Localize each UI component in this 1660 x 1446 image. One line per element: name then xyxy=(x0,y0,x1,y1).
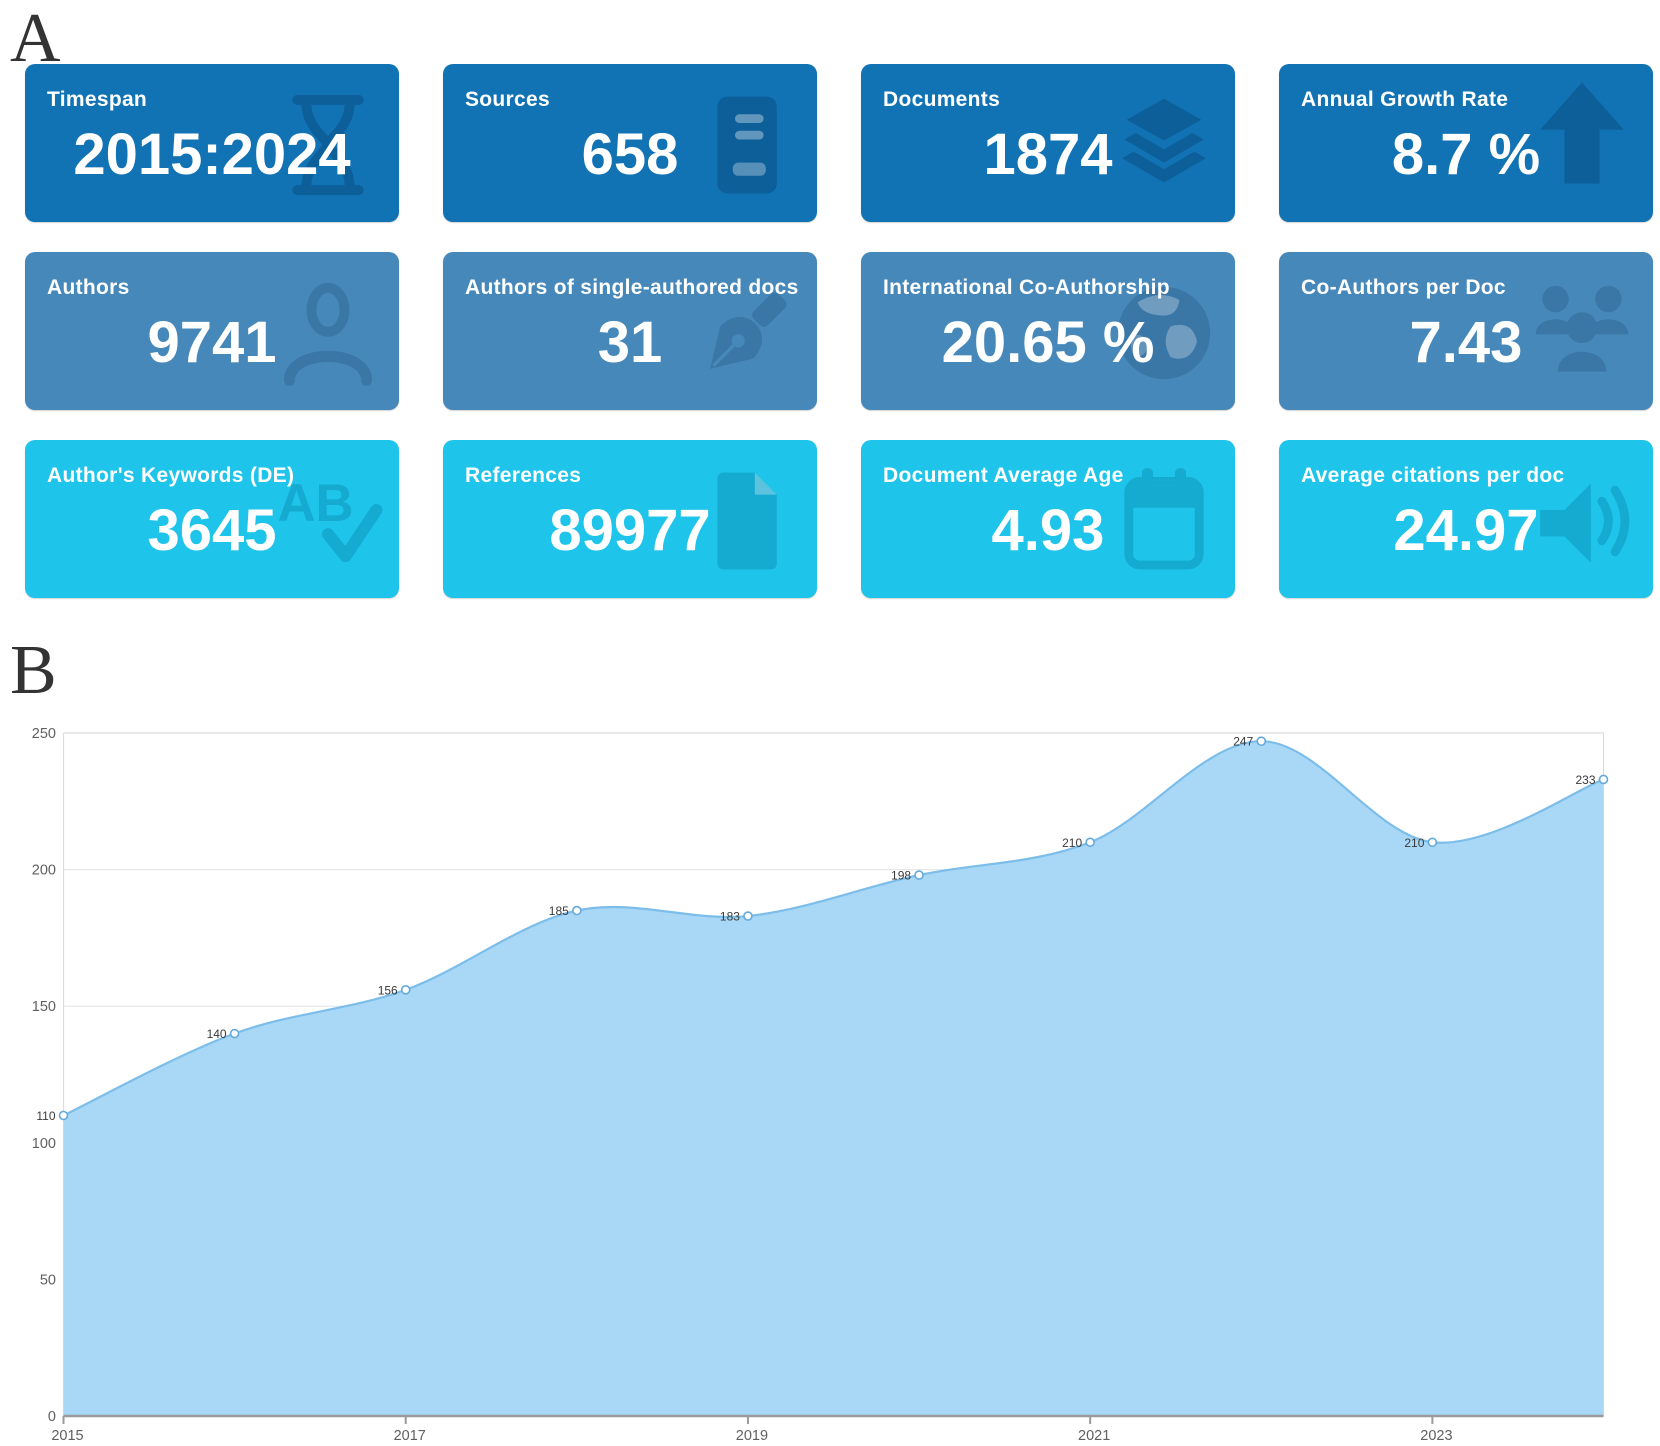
svg-text:AB: AB xyxy=(277,474,353,533)
panel-b-label: B xyxy=(10,632,57,709)
metric-card-value: 8.7 % xyxy=(1391,122,1541,187)
data-point-marker[interactable] xyxy=(400,985,411,995)
globe-icon xyxy=(1117,286,1211,380)
file-icon xyxy=(717,472,777,570)
data-point-marker[interactable] xyxy=(1085,837,1095,848)
x-tick-label: 2021 xyxy=(1078,1428,1110,1441)
speaker-icon xyxy=(1540,483,1630,563)
metric-card-value: 31 xyxy=(597,310,663,375)
metric-card-value: 2015:2024 xyxy=(73,122,351,187)
metric-card-value: 1874 xyxy=(983,122,1113,187)
metric-card-value: 658 xyxy=(581,122,679,187)
metric-card-label: Authors of single-authored docs xyxy=(465,276,799,299)
data-point-label: 110 xyxy=(36,1109,55,1123)
y-tick-label: 200 xyxy=(32,863,56,879)
calendar-icon xyxy=(1124,468,1204,570)
metric-card-single-authored-docs: Authors of single-authored docs 31 xyxy=(443,252,817,410)
data-point-label: 185 xyxy=(549,904,569,918)
metric-card-value: 9741 xyxy=(147,310,277,375)
metric-card-sources: Sources 658 xyxy=(443,64,817,222)
metric-card-international-coauthorship: International Co-Authorship 20.65 % xyxy=(861,252,1235,410)
pen-nib-icon xyxy=(710,292,787,369)
metric-card-authors: Authors 9741 xyxy=(25,252,399,410)
journal-icon xyxy=(717,96,777,194)
data-point-label: 183 xyxy=(720,910,740,924)
metric-card-document-average-age: Document Average Age 4.93 xyxy=(861,440,1235,598)
metric-card-annual-growth-rate: Annual Growth Rate 8.7 % xyxy=(1279,64,1653,222)
data-point-label: 140 xyxy=(207,1027,227,1041)
y-tick-label: 250 xyxy=(32,726,56,742)
metric-card-value: 20.65 % xyxy=(941,310,1155,375)
x-tick-label: 2023 xyxy=(1420,1428,1452,1441)
data-point-marker[interactable] xyxy=(58,1110,69,1121)
people-group-icon xyxy=(1535,285,1629,372)
area-series-line xyxy=(63,740,1604,1117)
metric-card-label: Annual Growth Rate xyxy=(1301,88,1509,111)
metric-card-label: Author's Keywords (DE) xyxy=(47,464,295,487)
person-icon xyxy=(284,282,372,386)
data-point-marker[interactable] xyxy=(229,1028,240,1039)
data-point-marker[interactable] xyxy=(572,905,582,916)
area-series-fill xyxy=(63,741,1604,1416)
layers-icon xyxy=(1122,98,1206,183)
x-tick-label: 2017 xyxy=(394,1428,426,1441)
metric-card-references: References 89977 xyxy=(443,440,817,598)
metric-card-label: Sources xyxy=(465,88,550,111)
area-chart-canvas[interactable]: 2015 2017 2019 2021 2023 0 50 100 150 200 250 110 14… xyxy=(0,680,1660,1444)
metric-card-documents: Documents 1874 xyxy=(861,64,1235,222)
metric-card-label: References xyxy=(465,464,582,487)
summary-cards-grid: Timespan 2015:2024 Sources 658 Documents… xyxy=(25,64,1653,598)
annual-production-chart[interactable]: 2015 2017 2019 2021 2023 0 50 100 150 200 250 110 14… xyxy=(0,680,1660,1444)
metric-card-value: 4.93 xyxy=(991,498,1105,563)
y-tick-label: 100 xyxy=(32,1136,56,1152)
data-point-label: 210 xyxy=(1404,836,1424,850)
y-tick-label: 50 xyxy=(40,1272,56,1288)
data-point-label: 247 xyxy=(1233,735,1253,749)
metric-card-value: 24.97 xyxy=(1393,498,1539,563)
data-point-marker[interactable] xyxy=(743,911,753,921)
x-tick-label: 2015 xyxy=(51,1428,83,1441)
metric-card-author-keywords: Author's Keywords (DE) 3645 AB xyxy=(25,440,399,598)
metric-card-value: 7.43 xyxy=(1409,310,1523,375)
metric-card-label: International Co-Authorship xyxy=(883,276,1170,299)
data-point-marker[interactable] xyxy=(1256,736,1267,746)
arrow-up-icon xyxy=(1540,82,1624,184)
data-point-marker[interactable] xyxy=(1427,837,1438,848)
data-point-label: 210 xyxy=(1062,836,1082,850)
hourglass-icon xyxy=(292,94,364,196)
metric-card-coauthors-per-doc: Co-Authors per Doc 7.43 xyxy=(1279,252,1653,410)
metric-card-value: 89977 xyxy=(549,498,711,563)
metric-card-label: Document Average Age xyxy=(883,464,1124,487)
metric-card-label: Authors xyxy=(47,276,130,299)
panel-a-label: A xyxy=(10,0,61,77)
data-point-marker[interactable] xyxy=(1598,774,1609,785)
metric-card-label: Documents xyxy=(883,88,1001,111)
metric-card-label: Average citations per doc xyxy=(1301,464,1565,487)
data-point-label: 198 xyxy=(891,869,911,883)
metric-card-timespan: Timespan 2015:2024 xyxy=(25,64,399,222)
x-tick-label: 2019 xyxy=(736,1428,768,1441)
metric-card-label: Co-Authors per Doc xyxy=(1301,276,1506,299)
y-tick-label: 150 xyxy=(32,999,56,1015)
metric-card-value: 3645 xyxy=(147,498,277,563)
data-point-label: 156 xyxy=(378,983,398,997)
data-point-marker[interactable] xyxy=(914,870,924,880)
metric-card-label: Timespan xyxy=(47,88,148,111)
data-point-label: 233 xyxy=(1575,773,1595,787)
y-tick-label: 0 xyxy=(48,1409,56,1425)
metric-card-average-citations: Average citations per doc 24.97 xyxy=(1279,440,1653,598)
spellcheck-icon: AB xyxy=(277,474,383,563)
